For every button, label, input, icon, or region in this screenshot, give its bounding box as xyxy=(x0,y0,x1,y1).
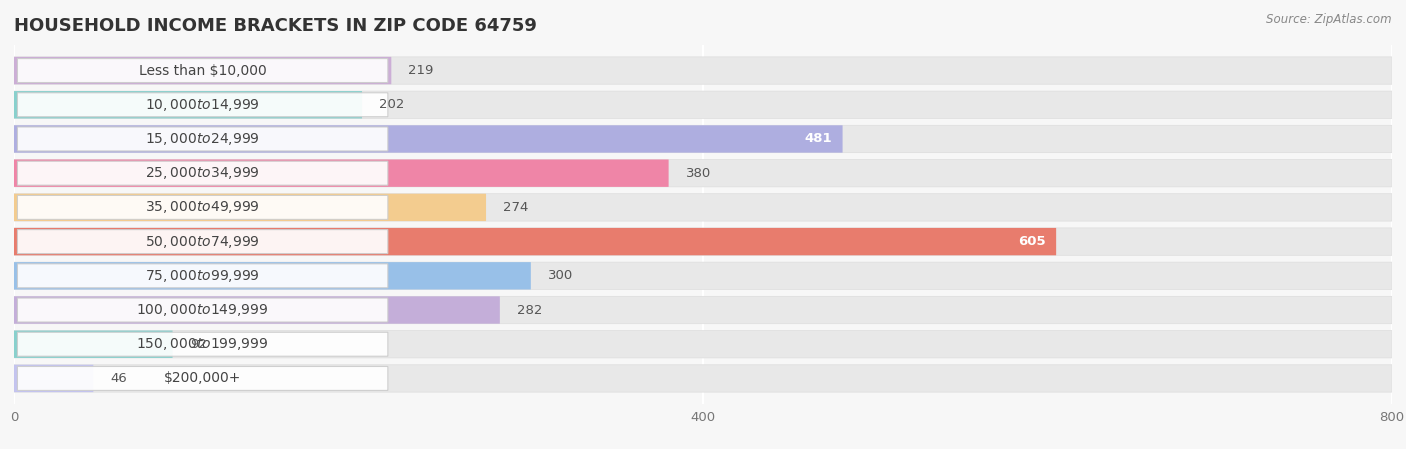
Text: $25,000 to $34,999: $25,000 to $34,999 xyxy=(145,165,260,181)
FancyBboxPatch shape xyxy=(17,127,388,151)
Text: $10,000 to $14,999: $10,000 to $14,999 xyxy=(145,97,260,113)
Text: $50,000 to $74,999: $50,000 to $74,999 xyxy=(145,233,260,250)
Text: 274: 274 xyxy=(503,201,529,214)
Text: $150,000 to $199,999: $150,000 to $199,999 xyxy=(136,336,269,352)
Text: 46: 46 xyxy=(111,372,128,385)
FancyBboxPatch shape xyxy=(14,228,1392,255)
FancyBboxPatch shape xyxy=(14,91,1392,119)
FancyBboxPatch shape xyxy=(17,93,388,117)
Text: $15,000 to $24,999: $15,000 to $24,999 xyxy=(145,131,260,147)
FancyBboxPatch shape xyxy=(14,365,93,392)
FancyBboxPatch shape xyxy=(14,296,499,324)
Text: $35,000 to $49,999: $35,000 to $49,999 xyxy=(145,199,260,216)
FancyBboxPatch shape xyxy=(14,296,1392,324)
FancyBboxPatch shape xyxy=(17,264,388,288)
FancyBboxPatch shape xyxy=(17,161,388,185)
FancyBboxPatch shape xyxy=(14,125,1392,153)
Text: 202: 202 xyxy=(380,98,405,111)
FancyBboxPatch shape xyxy=(17,366,388,391)
FancyBboxPatch shape xyxy=(17,58,388,83)
Text: 219: 219 xyxy=(409,64,434,77)
Text: 605: 605 xyxy=(1018,235,1046,248)
FancyBboxPatch shape xyxy=(17,229,388,254)
FancyBboxPatch shape xyxy=(14,330,173,358)
FancyBboxPatch shape xyxy=(17,195,388,220)
FancyBboxPatch shape xyxy=(14,330,1392,358)
FancyBboxPatch shape xyxy=(14,57,1392,84)
FancyBboxPatch shape xyxy=(14,262,1392,290)
FancyBboxPatch shape xyxy=(14,57,391,84)
Text: $200,000+: $200,000+ xyxy=(165,371,242,385)
Text: $100,000 to $149,999: $100,000 to $149,999 xyxy=(136,302,269,318)
FancyBboxPatch shape xyxy=(17,298,388,322)
FancyBboxPatch shape xyxy=(14,91,361,119)
Text: 300: 300 xyxy=(548,269,574,282)
FancyBboxPatch shape xyxy=(14,125,842,153)
FancyBboxPatch shape xyxy=(14,159,1392,187)
Text: 380: 380 xyxy=(686,167,711,180)
FancyBboxPatch shape xyxy=(14,194,1392,221)
Text: 282: 282 xyxy=(517,304,543,317)
FancyBboxPatch shape xyxy=(14,194,486,221)
Text: 92: 92 xyxy=(190,338,207,351)
Text: 481: 481 xyxy=(804,132,832,145)
Text: Less than $10,000: Less than $10,000 xyxy=(139,64,267,78)
Text: $75,000 to $99,999: $75,000 to $99,999 xyxy=(145,268,260,284)
Text: Source: ZipAtlas.com: Source: ZipAtlas.com xyxy=(1267,13,1392,26)
FancyBboxPatch shape xyxy=(14,228,1056,255)
FancyBboxPatch shape xyxy=(17,332,388,356)
FancyBboxPatch shape xyxy=(14,159,669,187)
FancyBboxPatch shape xyxy=(14,365,1392,392)
FancyBboxPatch shape xyxy=(14,262,531,290)
Text: HOUSEHOLD INCOME BRACKETS IN ZIP CODE 64759: HOUSEHOLD INCOME BRACKETS IN ZIP CODE 64… xyxy=(14,17,537,35)
